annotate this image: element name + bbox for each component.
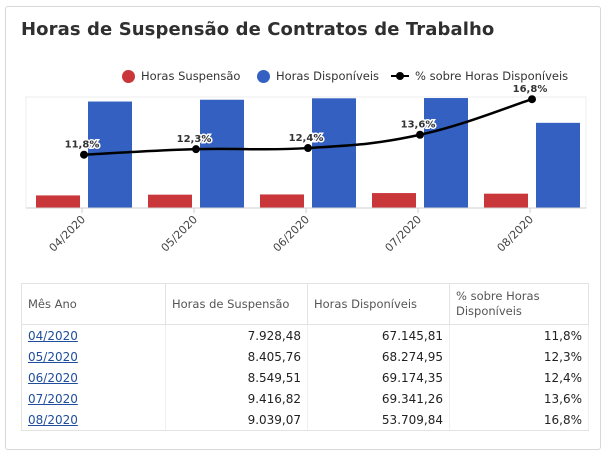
- month-link[interactable]: 08/2020: [28, 412, 78, 427]
- table-header-row: Mês Ano Horas de Suspensão Horas Disponí…: [21, 283, 589, 325]
- cell-horas-disponiveis: 67.145,81: [307, 324, 450, 346]
- percent-point: [528, 95, 536, 104]
- percent-point: [80, 150, 88, 159]
- percent-data-label: 12,3%: [177, 134, 212, 145]
- cell-horas-suspensao: 9.039,07: [165, 409, 308, 431]
- table-row: 04/2020 7.928,48 67.145,81 11,8%: [21, 324, 589, 346]
- legend-swatch-disponiveis: [257, 69, 270, 83]
- percent-data-label: 12,4%: [289, 133, 324, 144]
- data-table: Mês Ano Horas de Suspensão Horas Disponí…: [21, 283, 589, 431]
- x-tick-label: 06/2020: [271, 213, 313, 255]
- cell-mes-ano: 07/2020: [21, 388, 166, 409]
- cell-percent: 16,8%: [449, 409, 589, 431]
- bar-disponiveis: [424, 98, 468, 208]
- table-row: 07/2020 9.416,82 69.341,26 13,6%: [21, 388, 589, 409]
- percent-data-label: 16,8%: [513, 84, 548, 95]
- bar-disponiveis: [536, 122, 580, 208]
- header-percent[interactable]: % sobre Horas Disponíveis: [449, 283, 589, 325]
- legend-item-percent[interactable]: % sobre Horas Disponíveis: [391, 69, 568, 83]
- cell-mes-ano: 04/2020: [21, 324, 166, 346]
- bar-disponiveis: [200, 99, 244, 208]
- bar-suspensao: [484, 193, 528, 208]
- data-table-wrapper: Mês Ano Horas de Suspensão Horas Disponí…: [21, 283, 589, 431]
- cell-horas-disponiveis: 53.709,84: [307, 409, 450, 431]
- month-link[interactable]: 05/2020: [28, 349, 78, 364]
- legend-swatch-percent: [391, 72, 409, 80]
- chart-title: Horas de Suspensão de Contratos de Traba…: [21, 19, 495, 40]
- cell-mes-ano: 06/2020: [21, 367, 166, 388]
- month-link[interactable]: 04/2020: [28, 328, 78, 343]
- legend-item-disponiveis[interactable]: Horas Disponíveis: [257, 69, 379, 83]
- x-tick-label: 08/2020: [495, 213, 537, 255]
- cell-horas-suspensao: 8.405,76: [165, 346, 308, 367]
- header-mes-ano[interactable]: Mês Ano: [21, 283, 166, 325]
- percent-point: [304, 144, 312, 153]
- legend-swatch-suspensao: [122, 69, 135, 83]
- cell-horas-suspensao: 7.928,48: [165, 324, 308, 346]
- month-link[interactable]: 06/2020: [28, 370, 78, 385]
- legend-label-percent: % sobre Horas Disponíveis: [415, 69, 569, 83]
- legend: Horas Suspensão Horas Disponíveis % sobr…: [6, 69, 602, 87]
- cell-horas-disponiveis: 69.174,35: [307, 367, 450, 388]
- legend-label-suspensao: Horas Suspensão: [141, 69, 241, 83]
- cell-mes-ano: 08/2020: [21, 409, 166, 431]
- month-link[interactable]: 07/2020: [28, 391, 78, 406]
- header-horas-suspensao[interactable]: Horas de Suspensão: [165, 283, 308, 325]
- percent-data-label: 11,8%: [65, 140, 100, 151]
- cell-percent: 13,6%: [449, 388, 589, 409]
- cell-mes-ano: 05/2020: [21, 346, 166, 367]
- bar-disponiveis: [312, 98, 356, 208]
- cell-horas-disponiveis: 69.341,26: [307, 388, 450, 409]
- legend-label-disponiveis: Horas Disponíveis: [276, 69, 380, 83]
- percent-point: [192, 145, 200, 154]
- percent-point: [416, 130, 424, 139]
- bar-suspensao: [260, 194, 304, 208]
- cell-percent: 11,8%: [449, 324, 589, 346]
- bar-suspensao: [36, 195, 80, 208]
- combo-chart: 04/2020 05/2020 06/2020 07/2020 08/2020 11,8%…: [25, 83, 587, 255]
- cell-horas-suspensao: 9.416,82: [165, 388, 308, 409]
- table-row: 06/2020 8.549,51 69.174,35 12,4%: [21, 367, 589, 388]
- legend-item-suspensao[interactable]: Horas Suspensão: [122, 69, 240, 83]
- table-row: 08/2020 9.039,07 53.709,84 16,8%: [21, 409, 589, 431]
- x-tick-label: 05/2020: [159, 213, 201, 255]
- percent-data-label: 13,6%: [401, 120, 436, 131]
- bar-suspensao: [372, 193, 416, 208]
- x-tick-label: 07/2020: [383, 213, 425, 255]
- header-horas-disponiveis[interactable]: Horas Disponíveis: [307, 283, 450, 325]
- cell-percent: 12,3%: [449, 346, 589, 367]
- table-row: 05/2020 8.405,76 68.274,95 12,3%: [21, 346, 589, 367]
- cell-horas-disponiveis: 68.274,95: [307, 346, 450, 367]
- bar-suspensao: [148, 194, 192, 208]
- cell-horas-suspensao: 8.549,51: [165, 367, 308, 388]
- x-tick-label: 04/2020: [47, 213, 89, 255]
- chart-card: Horas de Suspensão de Contratos de Traba…: [5, 6, 601, 450]
- cell-percent: 12,4%: [449, 367, 589, 388]
